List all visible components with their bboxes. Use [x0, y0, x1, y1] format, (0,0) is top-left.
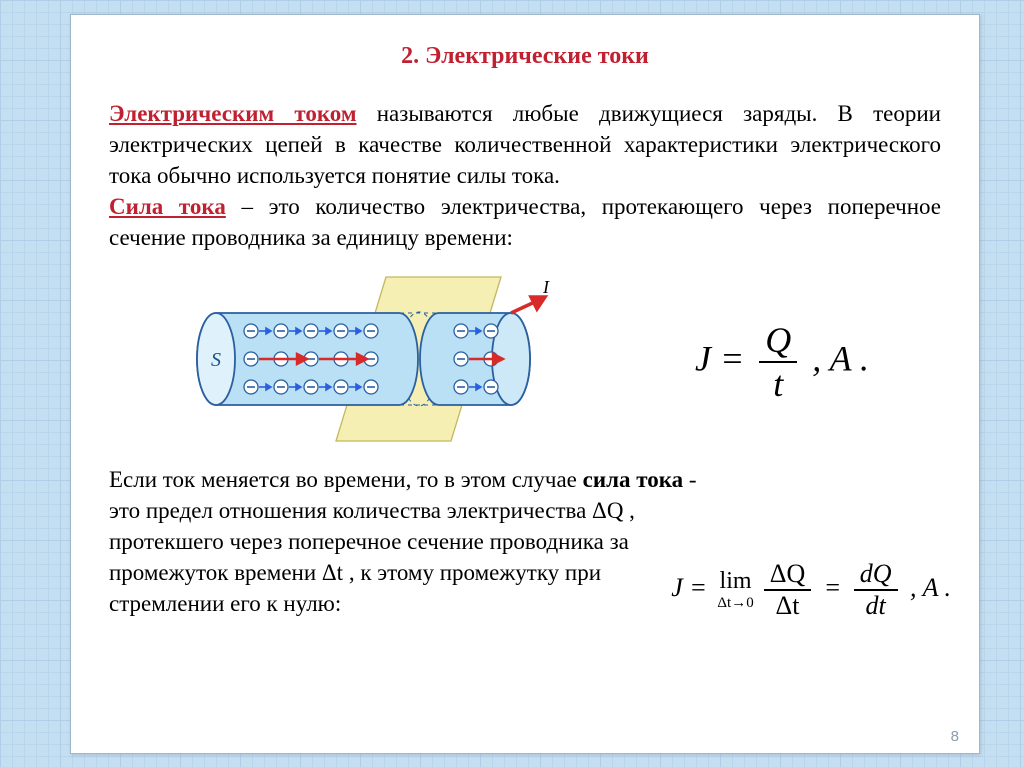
paragraph-2: Сила тока – это количество электричества… [109, 191, 941, 253]
lim-sub: Δt→0 [717, 595, 753, 612]
figure-row: S [109, 269, 941, 454]
sym-eq2b: = [817, 573, 848, 602]
sym-t: t [759, 363, 797, 405]
label-S: S [211, 349, 221, 371]
sym-J2: J [671, 573, 683, 602]
fraction-dq-dt-2: dQdt [854, 559, 898, 621]
para3-a: Если ток меняется во времени, то в этом … [109, 467, 583, 492]
sym-eq2a: = [683, 573, 714, 602]
para3-bold: сила тока [583, 467, 684, 492]
conductor-diagram: S [181, 269, 551, 454]
footer-block: Если ток меняется во времени, то в этом … [109, 464, 941, 619]
para2-rest: – это количество электричества, протекаю… [109, 194, 941, 250]
formula-j-q-t: J = Qt , A . [695, 319, 869, 405]
sym-unit2: , A . [904, 573, 951, 602]
sym-Q: Q [759, 319, 797, 363]
term-current-strength: Сила тока [109, 194, 226, 219]
sym-eq: = [711, 338, 753, 378]
slide: 2. Электрические токи Электрическим токо… [70, 14, 980, 754]
lim-top: lim [717, 568, 753, 595]
label-I: I [542, 277, 550, 297]
dQ1: ΔQ [764, 559, 812, 591]
section-title: 2. Электрические токи [109, 43, 941, 70]
limit-symbol: limΔt→0 [717, 568, 753, 612]
page-number: 8 [951, 728, 959, 745]
sym-unit: , A . [803, 338, 869, 378]
paragraph-1: Электрическим током называются любые дви… [109, 98, 941, 191]
dQ2: dQ [854, 559, 898, 591]
sym-J: J [695, 338, 711, 378]
fraction-dq-dt-1: ΔQΔt [764, 559, 812, 621]
dt2: dt [854, 591, 898, 621]
formula-limit: J = limΔt→0 ΔQΔt = dQdt , A . [671, 559, 951, 621]
dt1: Δt [764, 591, 812, 621]
term-electric-current: Электрическим током [109, 101, 357, 126]
fraction-q-t: Qt [759, 319, 797, 405]
